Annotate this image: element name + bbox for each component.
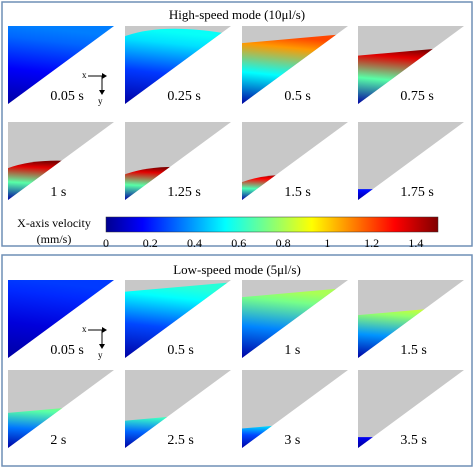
y-axis-label: y — [98, 96, 103, 106]
time-label: 1.75 s — [400, 185, 433, 200]
colorbar-tick-label: 0.8 — [276, 236, 291, 250]
simulation-frame: 1 s — [242, 280, 348, 358]
time-label: 0.5 s — [284, 89, 310, 104]
colorbar-tick-label: 1.4 — [408, 236, 423, 250]
simulation-frame: 0.05 sxy — [8, 280, 114, 360]
time-label: 2 s — [50, 433, 66, 448]
simulation-frame: 3.5 s — [358, 370, 464, 448]
colorbar-tick-label: 0.6 — [231, 236, 246, 250]
simulation-frame: 1 s — [8, 122, 114, 200]
simulation-frame: 1.5 s — [358, 280, 464, 358]
y-axis-label: y — [98, 350, 103, 360]
empty-channel-region — [358, 370, 464, 448]
x-arrowhead — [102, 327, 107, 333]
colorbar: X-axis velocity (mm/s) 0 0.2 0.4 0.6 0.8 1 1.2… — [17, 216, 439, 250]
time-label: 1 s — [284, 343, 300, 358]
colorbar-label-line1: X-axis velocity — [17, 216, 91, 230]
time-label: 0.75 s — [400, 89, 433, 104]
colorbar-tick-label: 0.2 — [143, 236, 158, 250]
time-label: 1.5 s — [400, 343, 426, 358]
low-speed-title: Low-speed mode (5μl/s) — [173, 262, 301, 277]
colorbar-tick-label: 0.4 — [187, 236, 202, 250]
colorbar-gradient — [105, 216, 439, 233]
simulation-frame: 2.5 s — [125, 370, 231, 448]
time-label: 0.05 s — [50, 89, 83, 104]
simulation-frame: 1.5 s — [242, 122, 348, 200]
colorbar-tick-label: 1 — [324, 236, 330, 250]
time-label: 3.5 s — [400, 433, 426, 448]
time-label: 1.25 s — [167, 185, 200, 200]
x-arrowhead — [102, 73, 107, 79]
low-speed-panel-border — [1, 254, 473, 467]
simulation-frame: 0.5 s — [125, 280, 231, 358]
time-label: 0.25 s — [167, 89, 200, 104]
empty-channel-region — [358, 122, 464, 200]
coordinate-axes: xy — [82, 70, 107, 106]
time-label: 0.5 s — [167, 343, 193, 358]
time-label: 3 s — [284, 433, 300, 448]
time-label: 1 s — [50, 185, 66, 200]
y-arrowhead — [99, 344, 105, 349]
high-speed-title: High-speed mode (10μl/s) — [169, 7, 305, 22]
time-label: 1.5 s — [284, 185, 310, 200]
simulation-frame: 0.75 s — [358, 26, 464, 104]
y-arrowhead — [99, 90, 105, 95]
time-label: 2.5 s — [167, 433, 193, 448]
colorbar-tick-label: 0 — [103, 236, 109, 250]
simulation-frame: 1.75 s — [358, 122, 464, 200]
colorbar-label-line2: (mm/s) — [37, 232, 72, 246]
coordinate-axes: xy — [82, 324, 107, 360]
high-speed-panel-border — [1, 1, 473, 247]
colorbar-ticks: 0 0.2 0.4 0.6 0.8 1 1.2 1.4 — [103, 236, 423, 250]
x-axis-label: x — [82, 324, 87, 334]
time-label: 0.05 s — [50, 343, 83, 358]
simulation-frame: 0.5 s — [242, 26, 348, 104]
x-axis-label: x — [82, 70, 87, 80]
simulation-frame: 0.25 s — [125, 26, 231, 104]
simulation-frame: 2 s — [8, 370, 114, 448]
simulation-frame: 1.25 s — [125, 122, 231, 200]
simulation-frame: 0.05 sxy — [8, 26, 114, 106]
simulation-frame: 3 s — [242, 370, 348, 448]
colorbar-tick-label: 1.2 — [364, 236, 379, 250]
